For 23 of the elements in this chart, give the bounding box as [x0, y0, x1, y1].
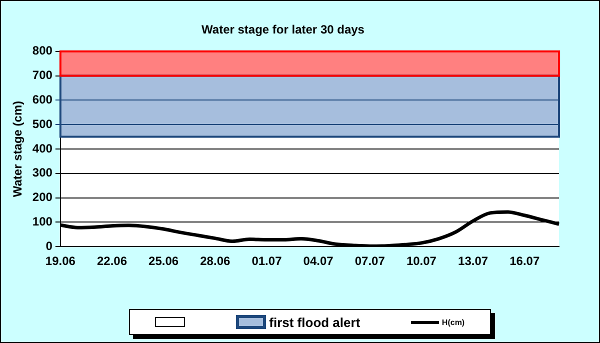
x-tick-label: 22.06	[96, 254, 128, 268]
x-tick-label: 25.06	[148, 254, 179, 268]
x-tick-label: 19.06	[45, 254, 76, 268]
y-tick-label: 600	[32, 92, 53, 107]
x-tick-label: 01.07	[252, 254, 282, 268]
chart-title: Water stage for later 30 days	[202, 22, 365, 37]
y-tick-label: 0	[46, 238, 53, 253]
y-tick-label: 800	[32, 44, 53, 58]
y-tick-label: 500	[32, 116, 53, 131]
x-tick-label: 10.07	[406, 254, 437, 268]
y-tick-label: 200	[32, 190, 53, 204]
y-axis-title: Water stage (cm)	[10, 100, 25, 198]
legend-label: first flood alert	[269, 314, 360, 330]
y-tick-label: 400	[32, 141, 53, 156]
legend-label: H(cm)	[442, 318, 465, 326]
x-tick-label: 28.06	[200, 254, 230, 268]
x-tick-label: 16.07	[510, 254, 540, 268]
y-tick-label: 700	[32, 68, 53, 82]
x-tick-label: 13.07	[458, 254, 488, 268]
y-tick-label: 100	[32, 214, 53, 229]
x-tick-label: 07.07	[354, 254, 386, 268]
y-tick-label: 300	[32, 166, 53, 180]
x-tick-label: 04.07	[303, 254, 334, 268]
